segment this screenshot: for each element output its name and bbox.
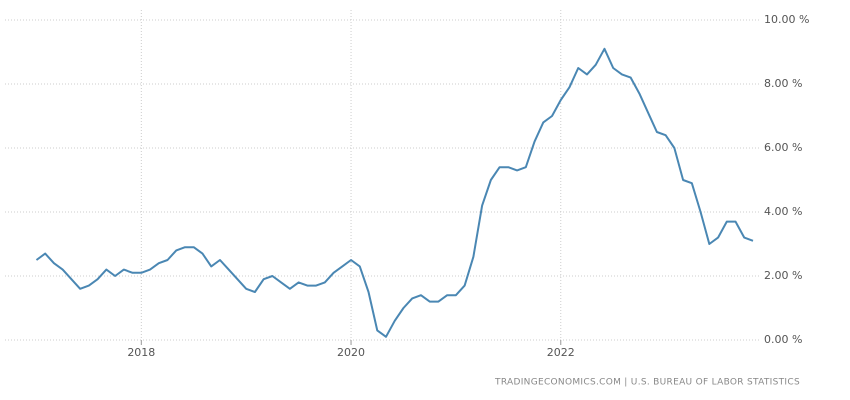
- y-tick-label: 2.00 %: [764, 269, 802, 282]
- y-tick-label: 0.00 %: [764, 333, 802, 346]
- y-tick-label: 6.00 %: [764, 141, 802, 154]
- y-tick-label: 8.00 %: [764, 77, 802, 90]
- x-tick-label: 2022: [547, 346, 575, 359]
- x-tick-label: 2018: [127, 346, 155, 359]
- y-tick-label: 10.00 %: [764, 13, 809, 26]
- y-tick-label: 4.00 %: [764, 205, 802, 218]
- series-line: [35, 47, 754, 338]
- source: TRADINGECONOMICS.COM | U.S. BUREAU OF LA…: [494, 378, 800, 388]
- x-tick-label: 2020: [337, 346, 365, 359]
